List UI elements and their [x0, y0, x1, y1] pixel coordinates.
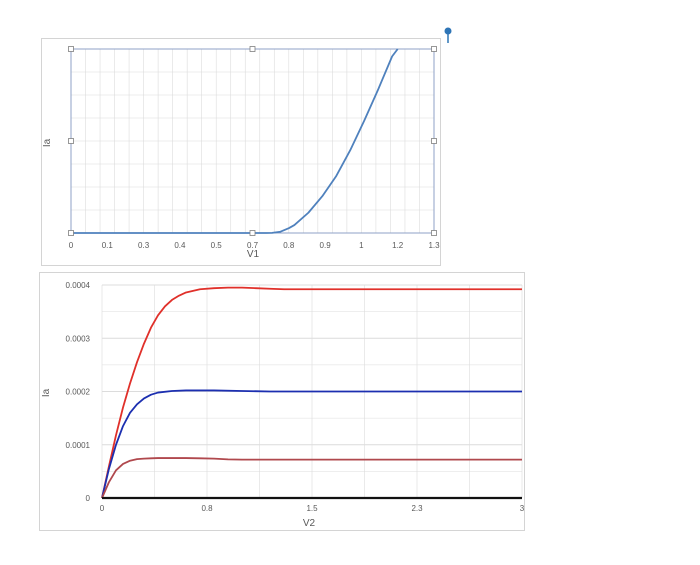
top-x-tick-label: 1.3 — [428, 241, 440, 250]
bottom-chart-svg: 0 0.8 1.5 2.3 3 0 0.0001 0.0002 0.0003 0.0004 V2… — [41, 281, 525, 529]
top-chart-x-ticks: 0 0.1 0.3 0.4 0.5 0.7 0.8 0.9 1 1.2 1.3 — [69, 241, 440, 250]
top-chart-grid — [70, 48, 435, 234]
bottom-x-tick-label: 1.5 — [306, 504, 318, 513]
bottom-y-tick-label: 0.0004 — [66, 281, 91, 290]
top-x-tick-label: 1.2 — [392, 241, 404, 250]
selection-handle — [431, 46, 437, 52]
top-x-tick-label: 1 — [359, 241, 364, 250]
top-x-tick-label: 0 — [69, 241, 74, 250]
bottom-series-line — [101, 286, 522, 499]
bottom-chart-y-axis-label: Ia — [41, 388, 52, 397]
top-x-tick-label: 0.9 — [320, 241, 332, 250]
bottom-y-tick-label: 0.0003 — [66, 334, 91, 343]
bottom-series-line — [101, 457, 522, 499]
bottom-x-tick-label: 0 — [100, 504, 105, 513]
bottom-chart-plot — [101, 286, 522, 500]
bottom-series-line — [101, 389, 522, 499]
top-chart-y-axis-label: Ia — [42, 138, 53, 147]
selection-handle — [68, 230, 74, 236]
bottom-x-tick-label: 0.8 — [201, 504, 213, 513]
selection-handle — [68, 138, 74, 144]
selection-handle — [68, 46, 74, 52]
top-x-tick-label: 0.8 — [283, 241, 295, 250]
top-x-tick-label: 0.1 — [102, 241, 114, 250]
top-x-tick-label: 0.5 — [211, 241, 223, 250]
top-series-line — [71, 48, 399, 234]
top-chart-selection-handles[interactable] — [68, 46, 437, 236]
bottom-chart-y-ticks: 0 0.0001 0.0002 0.0003 0.0004 — [66, 281, 91, 503]
selection-handle — [431, 230, 437, 236]
selection-pin-icon[interactable] — [443, 26, 453, 44]
bottom-y-tick-label: 0 — [86, 494, 91, 503]
bottom-y-tick-label: 0.0002 — [66, 388, 91, 397]
top-chart-plot — [71, 48, 399, 234]
bottom-chart-x-axis-label: V2 — [303, 518, 316, 529]
selection-handle — [249, 230, 256, 236]
top-x-tick-label: 0.4 — [174, 241, 186, 250]
top-chart-x-axis-label: V1 — [247, 249, 260, 260]
top-chart-frame[interactable]: 0 0.1 0.3 0.4 0.5 0.7 0.8 0.9 1 1.2 1.3 V1 Ia — [41, 38, 441, 266]
bottom-chart-x-ticks: 0 0.8 1.5 2.3 3 — [100, 504, 525, 513]
bottom-chart-frame[interactable]: 0 0.8 1.5 2.3 3 0 0.0001 0.0002 0.0003 0.0004 V2… — [39, 272, 525, 531]
top-x-tick-label: 0.7 — [247, 241, 259, 250]
top-x-tick-label: 0.3 — [138, 241, 150, 250]
bottom-y-tick-label: 0.0001 — [66, 441, 91, 450]
selection-handle — [431, 138, 437, 144]
bottom-x-tick-label: 2.3 — [411, 504, 423, 513]
selection-handle — [249, 46, 256, 52]
top-chart-svg: 0 0.1 0.3 0.4 0.5 0.7 0.8 0.9 1 1.2 1.3 V1 Ia — [42, 46, 440, 260]
bottom-x-tick-label: 3 — [520, 504, 524, 513]
